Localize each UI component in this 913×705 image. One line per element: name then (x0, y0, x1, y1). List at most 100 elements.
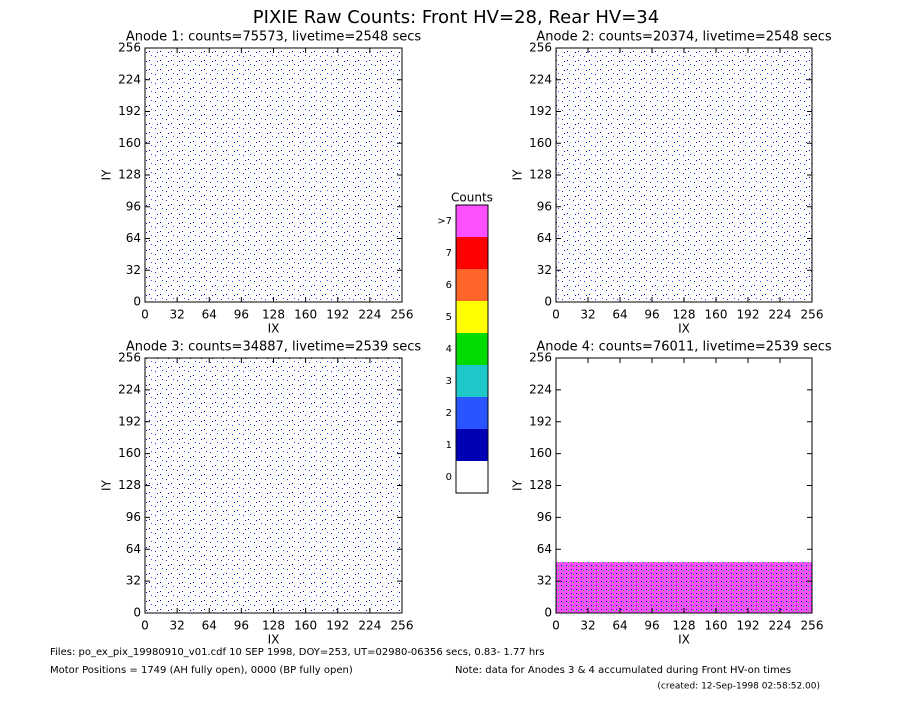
y-tick-label: 256 (529, 351, 552, 365)
y-tick-label: 128 (529, 168, 552, 182)
x-tick-label: 32 (580, 619, 595, 633)
x-tick-label: 224 (358, 308, 381, 322)
figure-title: PIXIE Raw Counts: Front HV=28, Rear HV=3… (253, 7, 659, 28)
panel-title: Anode 1: counts=75573, livetime=2548 sec… (126, 30, 422, 45)
x-tick-label: 224 (769, 619, 792, 633)
y-tick-label: 160 (118, 136, 141, 150)
x-tick-label: 128 (673, 619, 696, 633)
x-tick-label: 0 (141, 619, 149, 633)
x-tick-label: 160 (294, 619, 317, 633)
x-tick-label: 64 (202, 619, 217, 633)
x-tick-label: 128 (262, 619, 285, 633)
y-tick-label: 64 (537, 542, 552, 556)
x-tick-label: 192 (737, 619, 760, 633)
x-axis-label: IX (268, 633, 280, 647)
y-tick-label: 224 (529, 72, 552, 86)
colorbar-swatch (456, 301, 488, 333)
x-tick-label: 256 (801, 308, 824, 322)
colorbar-label: 6 (446, 280, 452, 291)
image-texture (145, 48, 402, 302)
y-tick-label: 0 (133, 606, 141, 620)
image-texture (145, 358, 402, 613)
y-tick-label: 160 (118, 446, 141, 460)
x-tick-label: 0 (552, 308, 560, 322)
y-tick-label: 256 (529, 41, 552, 55)
colorbar-swatch (456, 461, 488, 493)
footer-note: Note: data for Anodes 3 & 4 accumulated … (455, 665, 791, 676)
x-tick-label: 64 (202, 308, 217, 322)
colorbar-label: 3 (446, 376, 452, 387)
y-tick-label: 64 (126, 542, 141, 556)
colorbar-swatch (456, 237, 488, 269)
colorbar-label: 2 (446, 408, 452, 419)
colorbar-swatch (456, 397, 488, 429)
colorbar-label: 1 (446, 440, 452, 451)
y-tick-label: 128 (118, 478, 141, 492)
y-tick-label: 160 (529, 446, 552, 460)
colorbar-swatch (456, 365, 488, 397)
y-tick-label: 0 (544, 295, 552, 309)
colorbar-label: 0 (446, 472, 452, 483)
y-tick-label: 224 (118, 72, 141, 86)
y-tick-label: 64 (537, 231, 552, 245)
colorbar-swatch (456, 269, 488, 301)
y-tick-label: 192 (118, 414, 141, 428)
x-tick-label: 256 (391, 619, 414, 633)
footer-files: Files: po_ex_pix_19980910_v01.cdf 10 SEP… (50, 647, 545, 658)
x-tick-label: 256 (391, 308, 414, 322)
y-tick-label: 224 (118, 382, 141, 396)
y-axis-label: IY (511, 479, 525, 491)
colorbar-swatch (456, 429, 488, 461)
x-tick-label: 32 (169, 619, 184, 633)
footer-motor: Motor Positions = 1749 (AH fully open), … (50, 665, 353, 676)
colorbar-label: 5 (446, 312, 452, 323)
x-tick-label: 160 (705, 308, 728, 322)
x-tick-label: 32 (580, 308, 595, 322)
x-tick-label: 96 (234, 619, 249, 633)
y-tick-label: 32 (537, 574, 552, 588)
y-tick-label: 32 (126, 263, 141, 277)
x-tick-label: 128 (262, 308, 285, 322)
panel-title: Anode 2: counts=20374, livetime=2548 sec… (536, 30, 832, 45)
y-axis-label: IY (100, 479, 114, 491)
y-tick-label: 96 (126, 199, 141, 213)
x-tick-label: 192 (326, 308, 349, 322)
x-axis-label: IX (678, 322, 690, 336)
y-axis-label: IY (100, 169, 114, 181)
y-tick-label: 128 (529, 478, 552, 492)
x-tick-label: 96 (644, 308, 659, 322)
colorbar-swatch (456, 333, 488, 365)
y-tick-label: 192 (118, 104, 141, 118)
x-tick-label: 192 (326, 619, 349, 633)
x-tick-label: 128 (673, 308, 696, 322)
colorbar-label: 7 (446, 248, 452, 259)
colorbar-title: Counts (451, 191, 493, 205)
y-tick-label: 32 (537, 263, 552, 277)
x-tick-label: 64 (612, 308, 627, 322)
image-texture (556, 562, 812, 613)
x-tick-label: 224 (769, 308, 792, 322)
x-tick-label: 224 (358, 619, 381, 633)
x-tick-label: 96 (234, 308, 249, 322)
y-tick-label: 224 (529, 382, 552, 396)
x-tick-label: 160 (294, 308, 317, 322)
x-tick-label: 32 (169, 308, 184, 322)
colorbar-label: >7 (437, 216, 452, 227)
y-tick-label: 256 (118, 41, 141, 55)
colorbar-swatch (456, 205, 488, 237)
x-tick-label: 96 (644, 619, 659, 633)
x-tick-label: 160 (705, 619, 728, 633)
x-axis-label: IX (678, 633, 690, 647)
x-axis-label: IX (268, 322, 280, 336)
y-tick-label: 160 (529, 136, 552, 150)
y-tick-label: 96 (537, 199, 552, 213)
x-tick-label: 0 (552, 619, 560, 633)
x-tick-label: 256 (801, 619, 824, 633)
y-tick-label: 96 (126, 510, 141, 524)
x-tick-label: 192 (737, 308, 760, 322)
y-tick-label: 64 (126, 231, 141, 245)
y-tick-label: 32 (126, 574, 141, 588)
y-tick-label: 128 (118, 168, 141, 182)
panel-title: Anode 3: counts=34887, livetime=2539 sec… (126, 340, 422, 355)
